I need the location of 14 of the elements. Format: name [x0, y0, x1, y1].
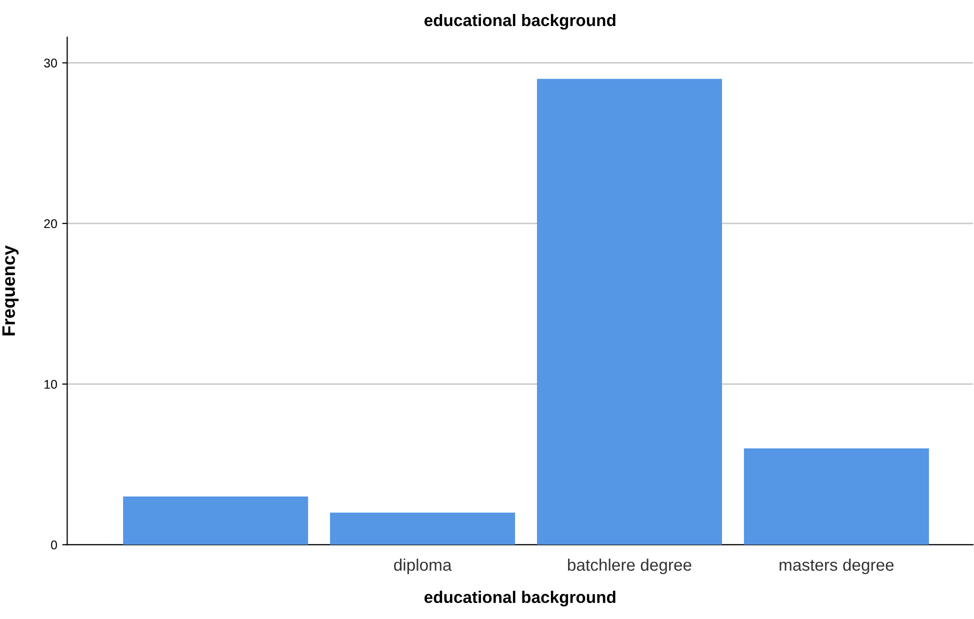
y-tick-label: 0: [51, 540, 57, 550]
x-axis-title: educational background: [424, 590, 616, 606]
bar: [123, 496, 308, 545]
x-tick-label: masters degree: [780, 558, 894, 574]
chart-title: educational background: [424, 14, 616, 30]
y-tick-label: 30: [44, 58, 57, 68]
bar: [744, 448, 929, 545]
y-tick-label: 20: [44, 219, 57, 228]
x-tick-label: batchlere degree: [568, 558, 692, 574]
y-axis-title: Frequency: [2, 245, 19, 336]
bar: [330, 512, 516, 545]
x-tick-label: diploma: [394, 558, 452, 574]
y-tick-label: 10: [44, 380, 57, 389]
bar: [536, 78, 722, 545]
